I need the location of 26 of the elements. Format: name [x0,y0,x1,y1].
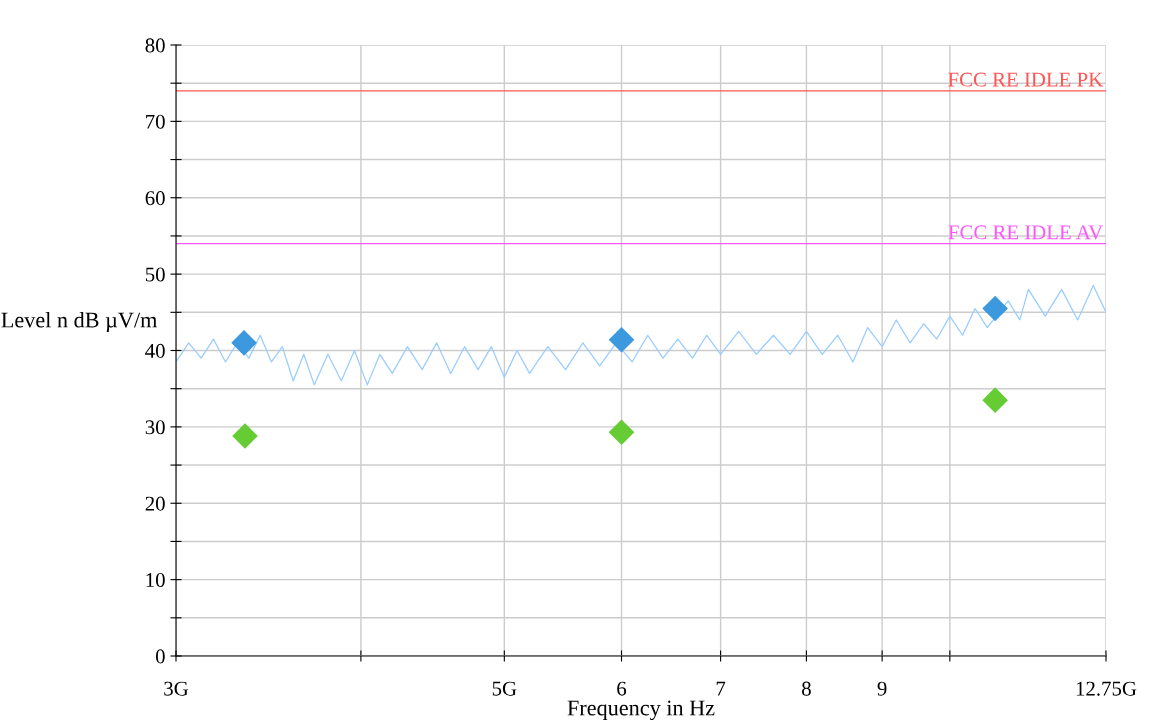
y-tick-label: 30 [145,420,165,435]
x-tick-label: 6 [617,681,627,696]
y-tick-label: 80 [145,38,165,53]
x-axis-title: Frequency in Hz [567,700,715,721]
point [231,330,257,356]
ref-line-label: FCC RE IDLE PK [948,72,1103,87]
point [232,423,258,449]
point [982,295,1008,322]
y-tick-label: 10 [146,573,165,588]
y-tick-label: 0 [155,649,165,664]
y-tick-label: 40 [145,343,165,358]
x-tick-label: 12.75G [1076,681,1137,696]
y-tick-label: 20 [145,496,165,511]
x-tick-label: 3G [164,681,189,696]
y-tick-label: 70 [146,114,165,129]
point [608,327,635,353]
y-tick-label: 60 [145,191,165,206]
x-tick-label: 5G [492,681,517,696]
point [608,419,635,446]
point [982,387,1008,413]
y-tick-label: 50 [145,267,165,282]
ref-line-label: FCC RE IDLE AV [948,225,1103,240]
y-axis-title: Level n dB µV/m [1,311,158,333]
x-tick-label: 8 [802,681,811,696]
x-tick-label: 7 [716,681,726,696]
x-tick-label: 9 [877,681,887,696]
